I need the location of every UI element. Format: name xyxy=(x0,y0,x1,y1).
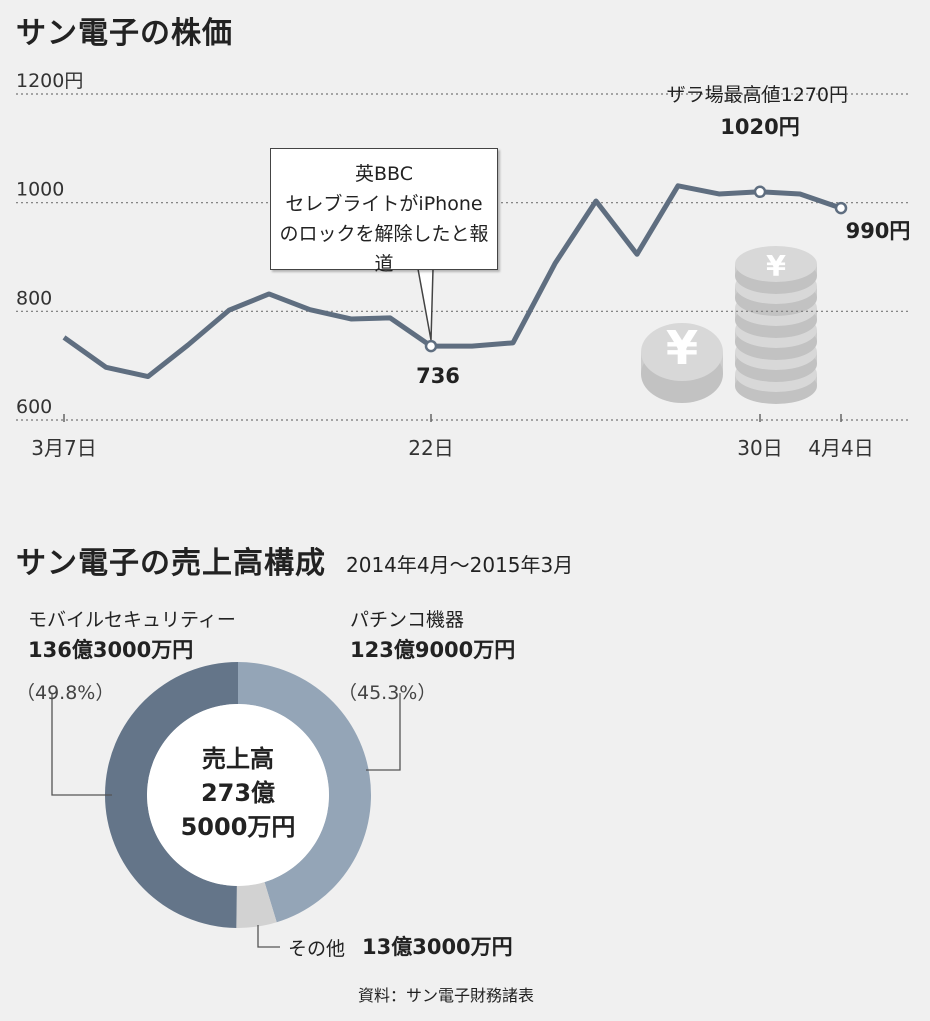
center-line-1: 売上高 xyxy=(202,745,274,773)
x-axis: 3月7日 22日 30日 4月4日 xyxy=(31,414,874,460)
security-amount: 136億3000万円 xyxy=(28,638,194,662)
pachinko-amount: 123億9000万円 xyxy=(350,638,516,662)
callout-line-1: 英BBC xyxy=(354,163,413,185)
sales-chart-title: サン電子の売上高構成 xyxy=(16,546,326,581)
sales-period: 2014年4月～2015年3月 xyxy=(346,553,574,577)
donut-center-label: 売上高 273億 5000万円 xyxy=(176,742,300,844)
donut-slice xyxy=(104,662,238,928)
x-tick-label: 3月7日 xyxy=(31,436,96,460)
security-percent: （49.8%） xyxy=(16,682,115,704)
sales-donut xyxy=(104,662,371,928)
pachinko-leader-line xyxy=(366,693,401,771)
price-line xyxy=(62,183,842,380)
center-line-3: 5000万円 xyxy=(180,813,296,841)
price-point-marker xyxy=(834,201,848,215)
security-leader-line xyxy=(51,693,112,796)
record-high-label: ザラ場最高値1270円 xyxy=(667,84,848,106)
y-tick-label: 1000 xyxy=(16,179,64,201)
y-tick-label: 600 xyxy=(16,396,52,418)
pachinko-percent: （45.3%） xyxy=(338,682,437,704)
price-point-marker xyxy=(424,339,438,353)
callout-line-2: セレブライトがiPhone xyxy=(285,193,483,215)
other-leader-line xyxy=(257,925,280,948)
donut-slice xyxy=(236,882,277,928)
callout-line-3: のロックを解除したと報道 xyxy=(279,223,489,275)
news-callout: 英BBC セレブライトがiPhone のロックを解除したと報道 xyxy=(270,148,498,275)
price-point-marker xyxy=(753,185,767,199)
source-note: 資料：サン電子財務諸表 xyxy=(358,986,535,1005)
security-name: モバイルセキュリティー xyxy=(28,609,236,631)
yen-coins-icon: ¥¥ xyxy=(641,246,817,404)
peak-price-label: 1020円 xyxy=(720,115,799,139)
other-name: その他 xyxy=(288,938,346,960)
pachinko-name: パチンコ機器 xyxy=(350,609,465,631)
x-tick-label: 4月4日 xyxy=(808,436,873,460)
y-tick-label: 800 xyxy=(16,287,52,309)
svg-text:¥: ¥ xyxy=(766,249,786,283)
x-tick-label: 30日 xyxy=(737,436,782,460)
stock-chart-title: サン電子の株価 xyxy=(16,16,233,51)
other-amount: 13億3000万円 xyxy=(362,935,513,959)
donut-hole xyxy=(147,704,329,886)
x-tick-label: 22日 xyxy=(408,436,453,460)
callout-pointer xyxy=(417,268,434,341)
low-price-label: 736 xyxy=(416,364,460,388)
svg-text:¥: ¥ xyxy=(666,321,698,375)
center-line-2: 273億 xyxy=(200,779,276,807)
end-price-label: 990円 xyxy=(846,219,911,243)
donut-slice xyxy=(238,662,371,923)
price-markers: ザラ場最高値1270円 1020円 736 990円 xyxy=(416,84,910,388)
y-tick-label: 1200円 xyxy=(16,70,83,92)
